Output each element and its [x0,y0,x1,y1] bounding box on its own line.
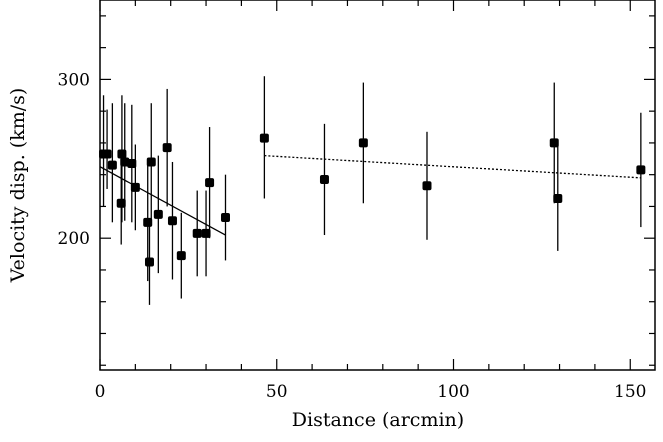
data-point [144,257,154,267]
data-point [549,138,559,148]
data-point [116,198,126,208]
plot-frame [99,0,656,371]
data-point [553,193,563,203]
data-points [99,76,646,305]
data-point [319,174,329,184]
fit-line-dotted [264,154,641,179]
data-point [162,143,172,153]
data-point [127,159,137,169]
data-point [167,216,177,226]
data-point [146,157,156,167]
x-tick-label: 0 [95,382,106,402]
data-point [358,138,368,148]
data-point [259,133,269,143]
data-point [636,165,646,175]
axis-ticks [99,0,655,370]
y-tick-label: 200 [58,229,90,249]
y-tick-label: 300 [58,70,90,90]
data-point [201,228,211,238]
x-tick-label: 100 [437,382,469,402]
data-point [120,157,130,167]
data-point [153,209,163,219]
data-point [130,182,140,192]
x-tick-label: 150 [614,382,646,402]
x-tick-label: 50 [266,382,288,402]
data-point [220,213,230,223]
x-axis-title: Distance (arcmin) [292,409,464,431]
data-point [107,160,117,170]
y-axis-title: Velocity disp. (km/s) [7,88,29,284]
tick-labels: 0 50 100 150 200 300 [58,70,647,402]
data-point [192,228,202,238]
data-point [176,251,186,261]
data-point [205,178,215,188]
data-point [102,149,112,159]
data-point [422,181,432,191]
